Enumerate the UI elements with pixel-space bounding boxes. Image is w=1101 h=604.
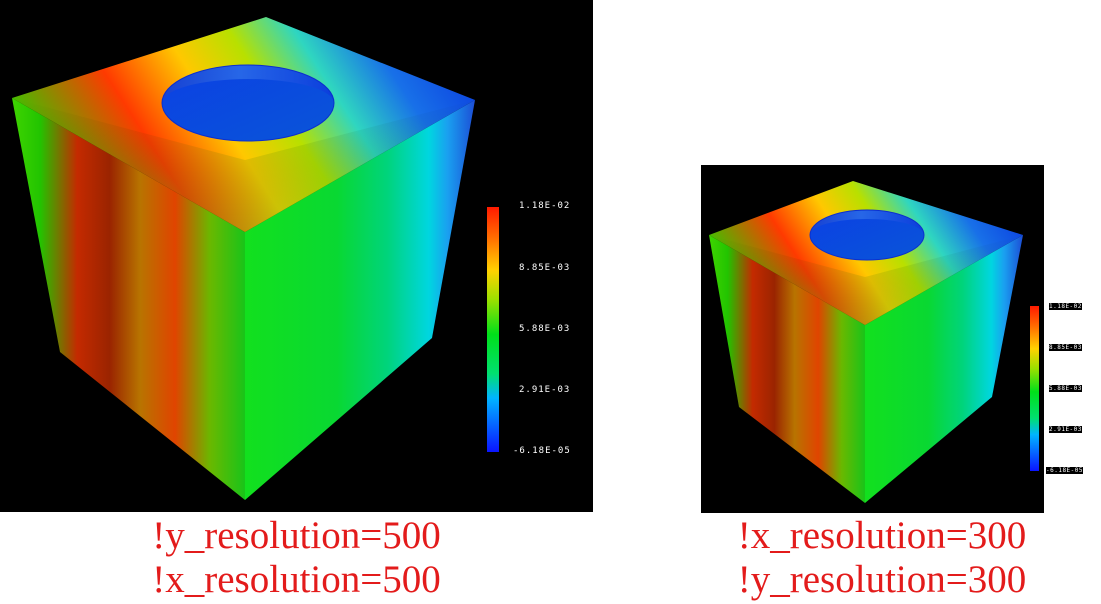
cube-left-face: [709, 235, 865, 503]
colorbar-label: 8.85E-03: [519, 263, 571, 273]
cube-render: [12, 17, 475, 500]
render-panel-large: 1.18E-02 8.85E-03 5.88E-03 2.91E-03 -6.1…: [0, 0, 593, 512]
caption-line-2: !x_resolution=500: [152, 558, 441, 601]
colorbar-label: 5.88E-03: [1049, 385, 1082, 392]
cube-top-hole: [810, 210, 924, 260]
colorbar: [487, 207, 499, 452]
cube-render: [709, 181, 1023, 503]
cube-right-face: [245, 100, 475, 500]
colorbar-label: -6.18E-05: [513, 446, 571, 456]
colorbar: [1030, 306, 1039, 471]
caption-line-1: !x_resolution=300: [737, 514, 1027, 557]
colorbar-label: 2.91E-03: [1049, 426, 1082, 433]
render-panel-small: 1.18E-02 8.85E-03 5.88E-03 2.91E-03 -6.1…: [701, 165, 1084, 513]
colorbar-label: 5.88E-03: [519, 324, 571, 334]
colorbar-label: 1.18E-02: [1049, 303, 1082, 310]
colorbar-label: 2.91E-03: [519, 385, 571, 395]
caption-line-1: !y_resolution=500: [152, 514, 441, 557]
caption-line-2: !y_resolution=300: [737, 558, 1027, 601]
cube-top-hole: [162, 65, 334, 141]
cube-right-face: [865, 235, 1023, 503]
colorbar-label: 8.85E-03: [1049, 344, 1082, 351]
colorbar-label: -6.18E-05: [1046, 467, 1084, 474]
colorbar-label: 1.18E-02: [519, 201, 571, 211]
